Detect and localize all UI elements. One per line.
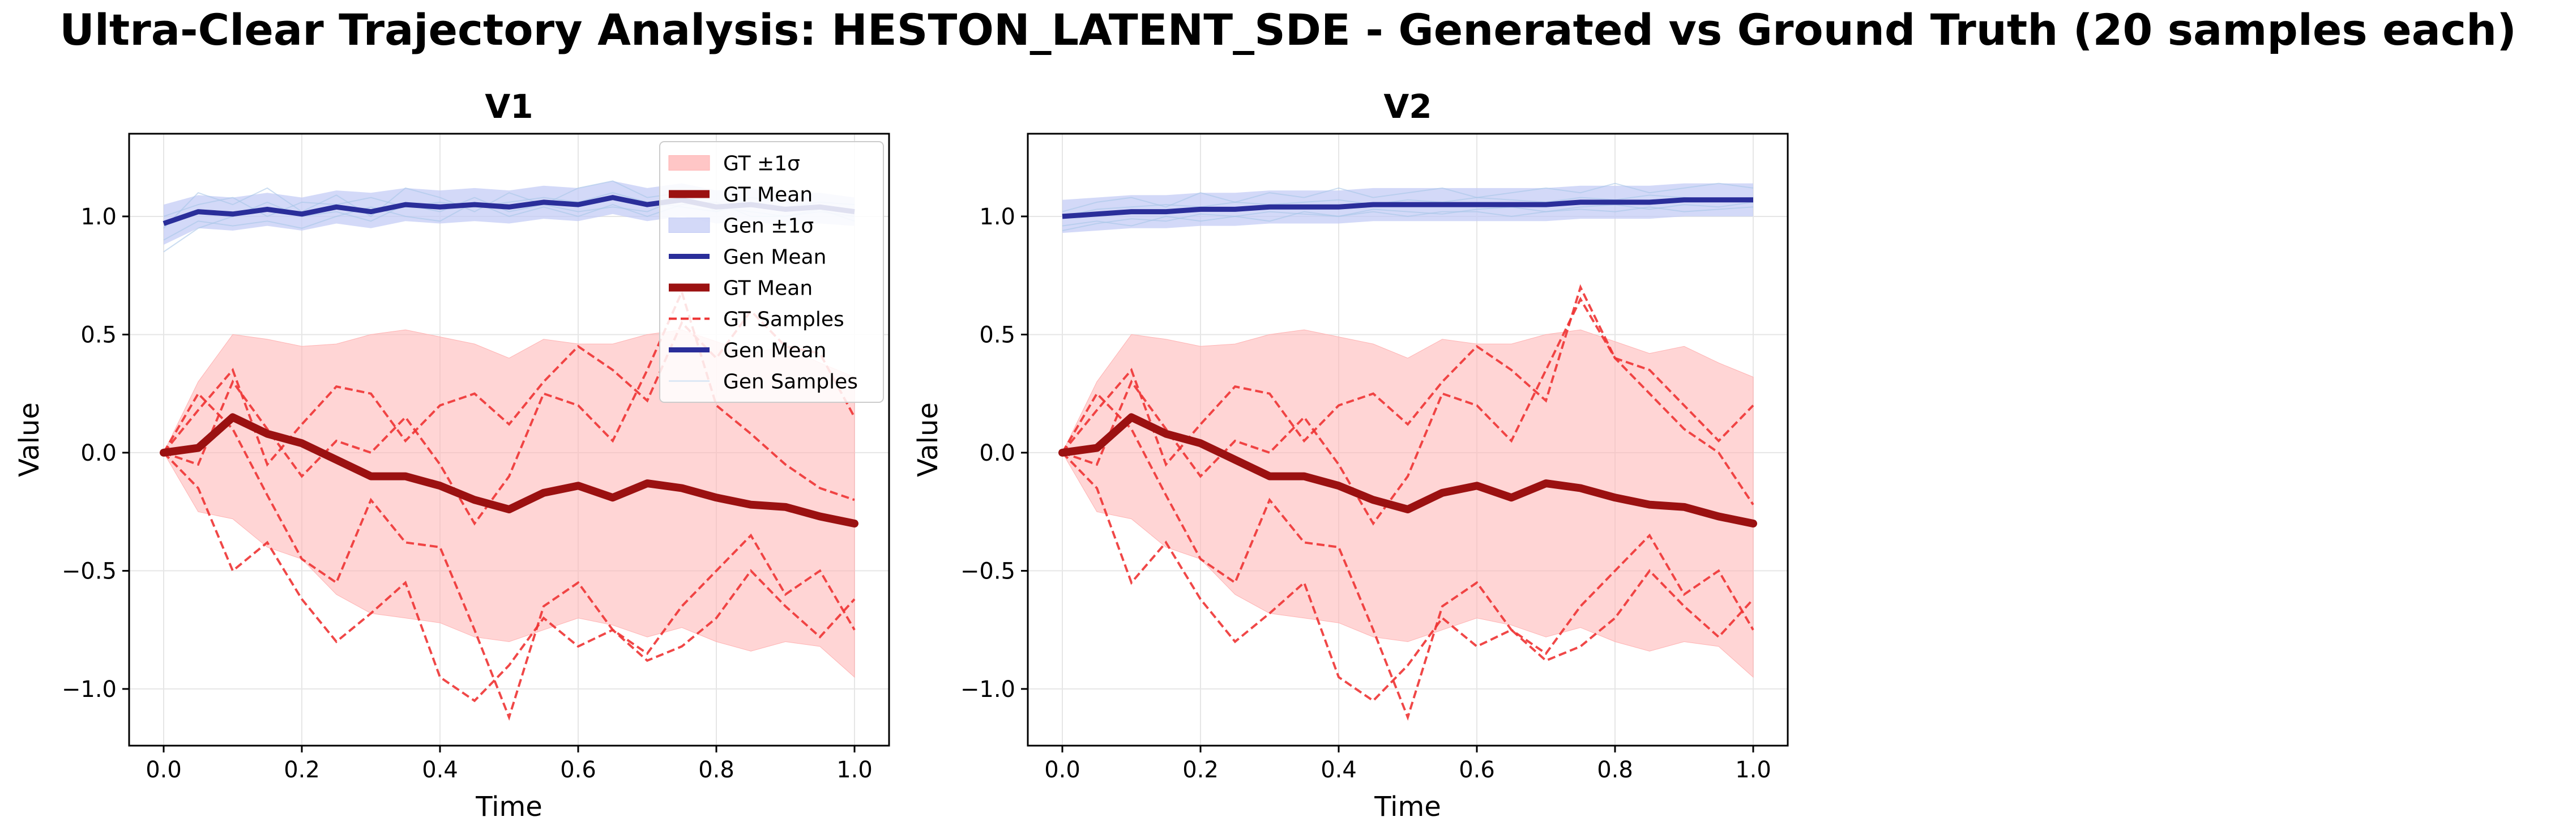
gt-sample-line: [163, 452, 856, 703]
x-axis-label-v1: Time: [475, 791, 542, 823]
legend-label: Gen Mean: [723, 339, 826, 363]
legend-label: GT Mean: [723, 184, 813, 207]
x-tick-label: 0.4: [1321, 757, 1357, 783]
y-tick-label: 1.0: [979, 204, 1015, 230]
x-tick-label: 0.2: [284, 757, 320, 783]
legend-label: GT Samples: [723, 308, 844, 331]
x-tick-label: 0.8: [698, 757, 734, 783]
legend-swatch: [668, 155, 710, 171]
x-tick-label: 1.0: [836, 757, 873, 783]
legend-swatch: [668, 218, 710, 233]
panel-v2: 0.0 0.2 0.4 0.6 0.8 1.0 −1.0 −0.5 0.0 0.5 1.0 V2 T…: [912, 87, 1789, 823]
y-tick-label: 0.5: [80, 322, 117, 348]
legend-label: GT ±1σ: [723, 152, 800, 176]
gen-sample-line: [1062, 206, 1754, 227]
x-tick-label: 0.2: [1182, 757, 1219, 783]
plot-area-v2: [1058, 182, 1757, 721]
legend: GT ±1σ GT Mean Gen ±1σ Gen Mean GT Mean GT Sa…: [659, 141, 884, 403]
x-tick-label: 0.8: [1597, 757, 1633, 783]
gt-mean-line: [160, 413, 858, 528]
figure-title: Ultra-Clear Trajectory Analysis: HESTON_…: [59, 5, 2517, 55]
legend-label: Gen ±1σ: [723, 215, 814, 238]
gt-sample-line: [163, 288, 855, 526]
legend-label: GT Mean: [723, 277, 813, 300]
y-tick-label: 1.0: [80, 204, 117, 230]
x-axis-label-v2: Time: [1374, 791, 1441, 823]
y-axis-label-v1: Value: [14, 402, 45, 477]
gen-mean-line: [1062, 197, 1753, 219]
y-tick-label: −1.0: [62, 677, 117, 703]
gt-sample-line: [1061, 452, 1754, 703]
gt-sample-line: [1062, 296, 1754, 526]
x-tick-label: 0.6: [560, 757, 596, 783]
gen-sample-line: [1062, 182, 1754, 212]
y-tick-label: 0.0: [80, 440, 117, 466]
y-tick-label: −1.0: [960, 677, 1015, 703]
gt-sample-line: [163, 392, 856, 721]
x-tick-label: 0.6: [1459, 757, 1495, 783]
gt-sample-line: [1061, 392, 1754, 721]
legend-label: Gen Mean: [723, 246, 826, 269]
x-tick-label: 0.0: [1044, 757, 1080, 783]
panel-title-v2: V2: [1383, 87, 1432, 126]
axes-frame-v1: [128, 133, 890, 747]
legend-box: [659, 141, 884, 403]
gt-mean-line: [1058, 413, 1757, 528]
x-tick-label: 0.4: [422, 757, 458, 783]
ticks-v2: 0.0 0.2 0.4 0.6 0.8 1.0 −1.0 −0.5 0.0 0.5 1.0: [960, 204, 1771, 783]
y-tick-label: 0.5: [979, 322, 1015, 348]
x-tick-label: 1.0: [1735, 757, 1771, 783]
gen-sample-line: [1062, 201, 1754, 231]
panel-v1: 0.0 0.2 0.4 0.6 0.8 1.0 −1.0 −0.5 0.0 0.5 1.0 V1 T…: [14, 87, 890, 823]
y-tick-label: −0.5: [960, 558, 1015, 584]
panel-title-v1: V1: [485, 87, 533, 126]
gen-sigma-band: [1062, 183, 1753, 233]
legend-label: Gen Samples: [723, 371, 858, 394]
gt-sample-line: [1061, 284, 1754, 467]
y-tick-label: −0.5: [62, 558, 117, 584]
x-tick-label: 0.0: [146, 757, 182, 783]
gen-sample-line: [1062, 194, 1754, 217]
y-axis-label-v2: Value: [912, 402, 944, 477]
y-tick-label: 0.0: [979, 440, 1015, 466]
ticks-v1: 0.0 0.2 0.4 0.6 0.8 1.0 −1.0 −0.5 0.0 0.5 1.0: [62, 204, 873, 783]
axes-frame-v2: [1027, 133, 1789, 747]
